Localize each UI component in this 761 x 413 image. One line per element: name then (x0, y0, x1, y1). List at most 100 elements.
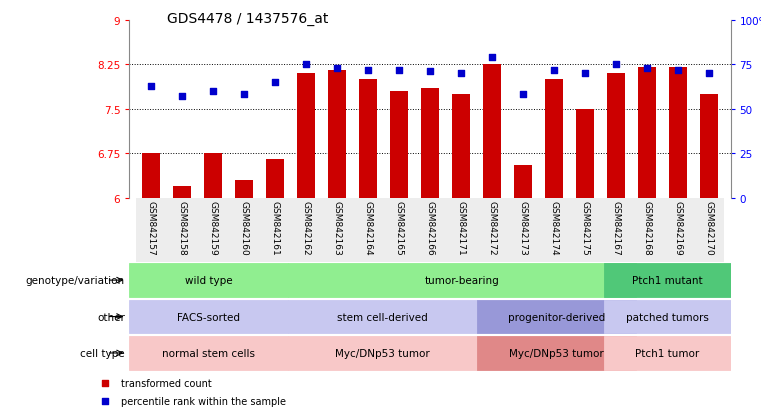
Point (424, 69, 436, 76)
Text: GSM842175: GSM842175 (581, 201, 590, 255)
Bar (421, 89, 439, 198)
Text: cell type: cell type (80, 348, 125, 358)
Bar (288, 300, 477, 333)
Bar (476, 198, 508, 262)
Bar (129, 300, 288, 333)
Bar (198, 198, 228, 262)
Text: GSM842169: GSM842169 (673, 201, 683, 255)
Bar (452, 95, 470, 198)
Bar (352, 198, 384, 262)
Text: GSM842166: GSM842166 (425, 201, 435, 255)
Point (641, 65, 653, 72)
Point (300, 62, 312, 68)
Text: GSM842157: GSM842157 (147, 201, 155, 255)
Bar (384, 198, 415, 262)
Text: GDS4478 / 1437576_at: GDS4478 / 1437576_at (167, 12, 329, 26)
Text: GSM842168: GSM842168 (642, 201, 651, 255)
Text: normal stem cells: normal stem cells (162, 348, 255, 358)
Point (579, 71, 591, 77)
Bar (662, 198, 693, 262)
Point (517, 92, 529, 99)
Bar (228, 198, 260, 262)
Point (207, 88, 219, 95)
Point (486, 55, 498, 61)
Text: FACS-sorted: FACS-sorted (177, 312, 240, 322)
Bar (358, 80, 377, 198)
Bar (669, 68, 687, 198)
Text: GSM842161: GSM842161 (270, 201, 279, 255)
Bar (445, 198, 476, 262)
Point (438, 282, 451, 289)
Bar (415, 198, 445, 262)
Text: GSM842167: GSM842167 (611, 201, 620, 255)
Bar (600, 198, 632, 262)
Bar (167, 198, 198, 262)
Point (455, 71, 467, 77)
Text: GSM842162: GSM842162 (301, 201, 310, 255)
Bar (129, 337, 288, 370)
Bar (291, 198, 321, 262)
Bar (632, 198, 662, 262)
Bar (142, 154, 161, 198)
Point (269, 79, 281, 86)
Bar (693, 198, 724, 262)
Bar (477, 337, 635, 370)
Point (145, 83, 158, 90)
Bar (234, 180, 253, 198)
Text: GSM842171: GSM842171 (457, 201, 466, 255)
Bar (266, 160, 285, 198)
Text: GSM842163: GSM842163 (333, 201, 342, 255)
Text: GSM842165: GSM842165 (394, 201, 403, 255)
Bar (135, 198, 167, 262)
Text: progenitor-derived: progenitor-derived (508, 312, 605, 322)
Text: GSM842173: GSM842173 (518, 201, 527, 255)
Text: GSM842170: GSM842170 (705, 201, 713, 255)
Text: patched tumors: patched tumors (626, 312, 708, 322)
Text: wild type: wild type (185, 275, 232, 285)
Text: Ptch1 tumor: Ptch1 tumor (635, 348, 699, 358)
Text: stem cell-derived: stem cell-derived (337, 312, 428, 322)
Bar (129, 264, 288, 297)
Bar (288, 337, 477, 370)
Point (238, 92, 250, 99)
Text: GSM842174: GSM842174 (549, 201, 559, 255)
Bar (482, 65, 501, 198)
Bar (569, 198, 600, 262)
Bar (514, 166, 532, 198)
Bar (539, 198, 569, 262)
Point (176, 94, 188, 100)
Text: transformed count: transformed count (121, 378, 212, 388)
Bar (288, 264, 635, 297)
Bar (638, 68, 656, 198)
Bar (328, 71, 346, 198)
Text: GSM842172: GSM842172 (488, 201, 496, 255)
Text: GSM842159: GSM842159 (209, 201, 218, 255)
Bar (604, 300, 731, 333)
Text: GSM842160: GSM842160 (240, 201, 249, 255)
Point (610, 62, 622, 68)
Bar (604, 264, 731, 297)
Point (548, 67, 560, 74)
Point (438, 116, 451, 122)
Point (362, 67, 374, 74)
Bar (321, 198, 352, 262)
Bar (604, 337, 731, 370)
Bar (204, 154, 222, 198)
Text: Myc/DNp53 tumor: Myc/DNp53 tumor (509, 348, 604, 358)
Point (672, 67, 684, 74)
Bar (545, 80, 563, 198)
Text: other: other (97, 312, 125, 322)
Point (331, 65, 343, 72)
Text: genotype/variation: genotype/variation (26, 275, 125, 285)
Text: Myc/DNp53 tumor: Myc/DNp53 tumor (335, 348, 430, 358)
Bar (508, 198, 539, 262)
Point (393, 67, 405, 74)
Bar (477, 300, 635, 333)
Text: GSM842164: GSM842164 (364, 201, 372, 255)
Bar (575, 109, 594, 198)
Point (702, 71, 715, 77)
Bar (260, 198, 291, 262)
Bar (607, 74, 626, 198)
Bar (173, 186, 191, 198)
Bar (297, 74, 315, 198)
